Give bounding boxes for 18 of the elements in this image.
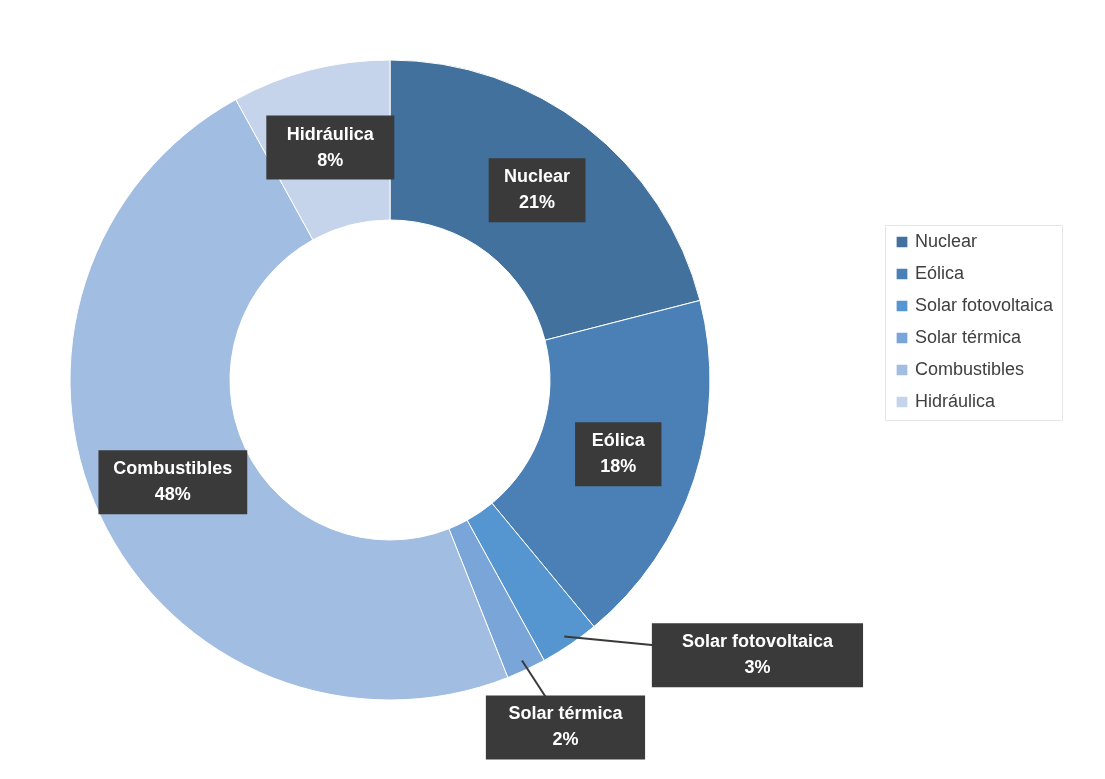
legend-label: Solar fotovoltaica [915, 295, 1055, 315]
legend-label: Solar térmica [915, 327, 1023, 347]
data-label: 21% [519, 192, 556, 213]
data-label: 8% [317, 149, 344, 170]
data-label: 48% [154, 484, 191, 505]
slice-label: Solar fotovoltaica [681, 631, 834, 652]
legend-label: Eólica [915, 263, 966, 283]
data-label: 18% [600, 456, 637, 477]
slice-label: Hidráulica [286, 123, 375, 144]
data-label: 3% [744, 657, 771, 678]
legend-label: Nuclear [915, 231, 978, 251]
slice-label: Combustibles [113, 458, 233, 479]
slice-label: Nuclear [504, 166, 571, 187]
legend-label: Combustibles [915, 359, 1025, 379]
slice-label: Solar térmica [508, 703, 624, 724]
slice-label: Eólica [591, 430, 646, 451]
legend-label: Hidráulica [915, 391, 997, 411]
data-label: 2% [552, 729, 579, 750]
